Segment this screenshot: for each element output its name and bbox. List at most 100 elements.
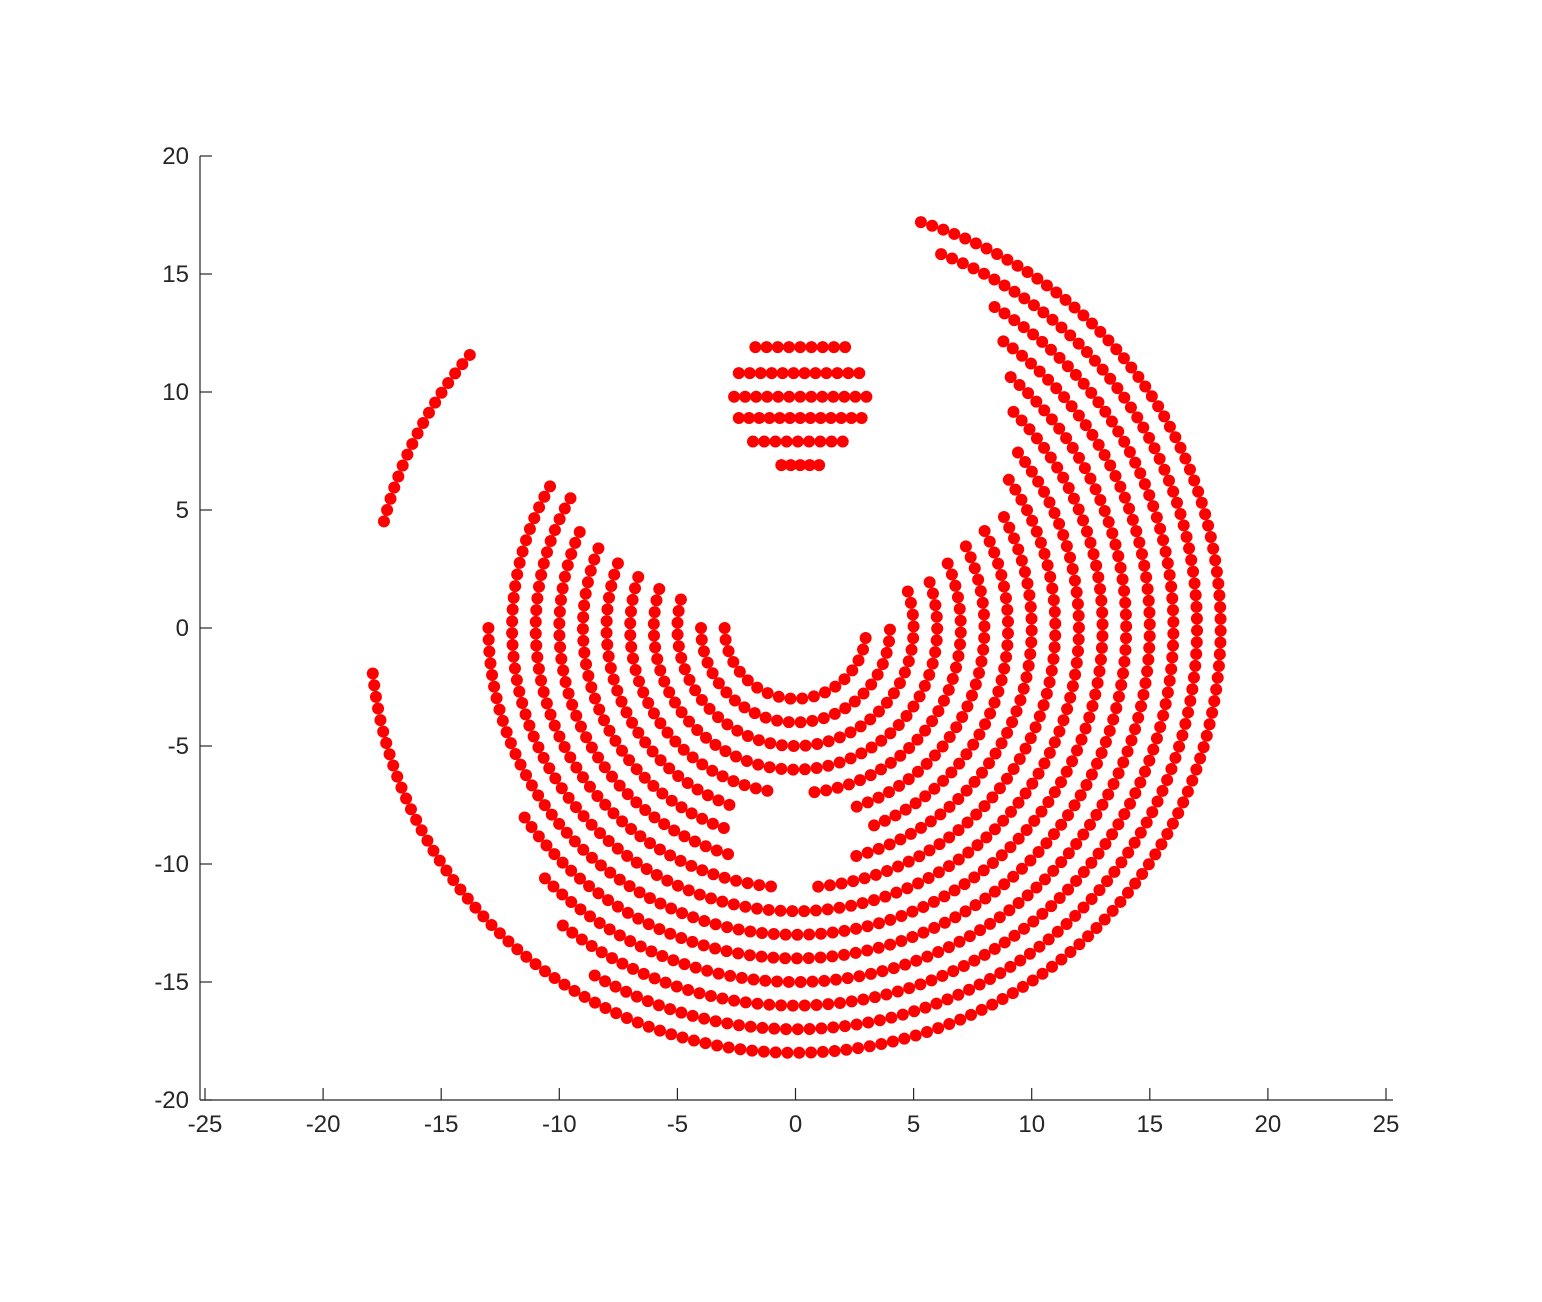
data-point	[513, 556, 526, 569]
data-point	[641, 995, 654, 1008]
data-point	[855, 747, 868, 760]
data-point	[984, 972, 997, 985]
data-point	[645, 945, 658, 958]
data-point	[803, 928, 816, 941]
data-point	[1048, 736, 1061, 749]
data-point	[544, 534, 557, 547]
data-point	[835, 877, 848, 890]
data-point	[671, 879, 684, 892]
data-point	[581, 576, 594, 589]
data-point	[1157, 709, 1170, 722]
data-point	[681, 777, 694, 790]
data-point	[547, 880, 560, 893]
data-point	[500, 726, 513, 739]
data-point	[633, 675, 646, 688]
data-point	[1134, 467, 1147, 480]
data-point	[928, 749, 941, 762]
data-point	[559, 676, 572, 689]
data-point	[417, 416, 430, 429]
data-point	[952, 853, 965, 866]
data-point	[942, 941, 955, 954]
data-point	[1143, 606, 1156, 619]
data-point	[664, 849, 677, 862]
data-point	[648, 811, 661, 824]
data-point	[724, 969, 737, 982]
data-point	[722, 1041, 735, 1054]
data-point	[592, 887, 605, 900]
data-point	[1096, 606, 1109, 619]
data-point	[936, 969, 949, 982]
data-point	[1077, 309, 1090, 322]
data-point	[583, 880, 596, 893]
data-point	[1208, 695, 1221, 708]
data-point	[975, 1003, 988, 1016]
data-point	[1129, 723, 1142, 736]
data-point	[818, 686, 831, 699]
data-point	[1180, 530, 1193, 543]
data-point	[988, 942, 1001, 955]
data-point	[978, 620, 991, 633]
data-point	[1162, 474, 1175, 487]
data-point	[772, 690, 785, 703]
data-point	[791, 928, 804, 941]
data-point	[1094, 653, 1107, 666]
data-point	[734, 1043, 747, 1056]
data-point	[806, 975, 819, 988]
data-point	[899, 958, 912, 971]
data-point	[585, 851, 598, 864]
data-point	[1032, 846, 1045, 859]
data-point	[610, 1007, 623, 1020]
data-point	[668, 824, 681, 837]
data-point	[1074, 789, 1087, 802]
data-point	[493, 927, 506, 940]
data-point	[532, 741, 545, 754]
data-point	[650, 869, 663, 882]
data-point	[727, 898, 740, 911]
data-point	[698, 1012, 711, 1025]
data-point	[1037, 699, 1050, 712]
data-point	[1126, 513, 1139, 526]
y-tick-label: -10	[154, 851, 189, 878]
data-point	[822, 998, 835, 1011]
data-point	[926, 219, 939, 232]
data-point	[1014, 954, 1027, 967]
data-point	[848, 695, 861, 708]
data-point	[1030, 395, 1043, 408]
data-point	[765, 880, 778, 893]
data-point	[574, 720, 587, 733]
data-point	[952, 824, 965, 837]
data-point	[1007, 870, 1020, 883]
data-point	[1141, 665, 1154, 678]
data-point	[978, 800, 991, 813]
data-point	[763, 411, 776, 424]
data-point	[1206, 706, 1219, 719]
data-point	[723, 798, 736, 811]
data-point	[894, 833, 907, 846]
data-point	[1174, 508, 1187, 521]
data-point	[1157, 534, 1170, 547]
data-point	[482, 633, 495, 646]
data-point	[915, 821, 928, 834]
data-point	[840, 1043, 853, 1056]
data-point	[1020, 823, 1033, 836]
data-point	[1159, 545, 1172, 558]
data-point	[716, 992, 729, 1005]
data-point	[511, 943, 524, 956]
data-point	[710, 844, 723, 857]
data-point	[807, 690, 820, 703]
data-point	[454, 883, 467, 896]
data-point	[400, 792, 413, 805]
data-point	[753, 879, 766, 892]
data-point	[988, 301, 1001, 314]
data-point	[664, 1003, 677, 1016]
data-point	[1030, 432, 1043, 445]
data-point	[756, 1021, 769, 1034]
data-point	[834, 996, 846, 1009]
data-point	[411, 427, 424, 440]
data-point	[1024, 732, 1037, 745]
data-point	[883, 786, 895, 799]
data-point	[599, 975, 612, 988]
data-point	[529, 615, 542, 628]
data-point	[942, 860, 955, 873]
data-point	[973, 978, 986, 991]
